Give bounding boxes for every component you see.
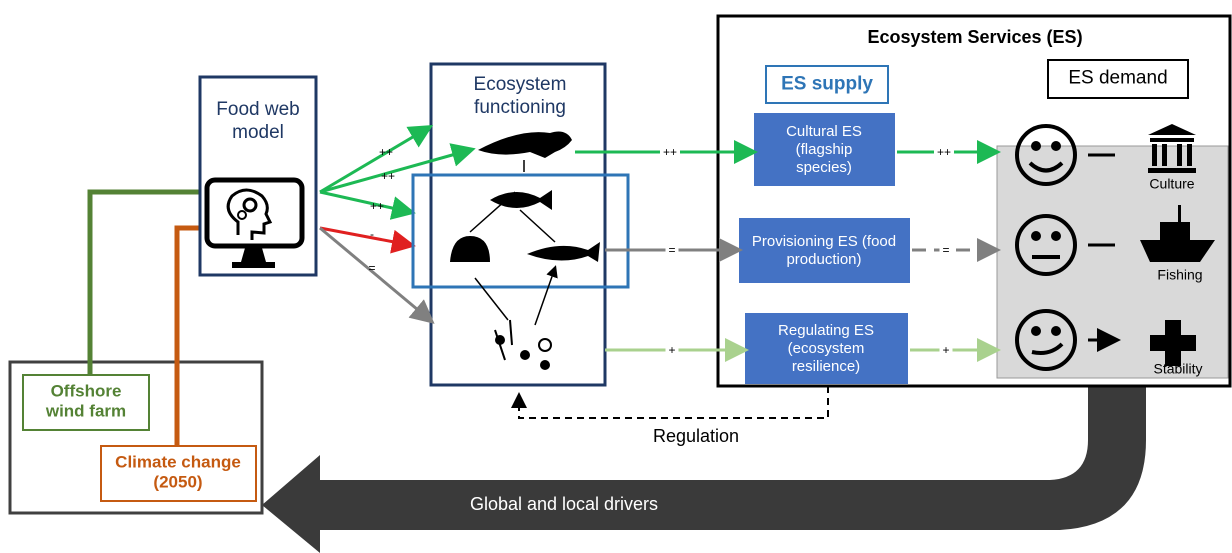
drivers-arrow-label: Global and local drivers: [470, 494, 658, 516]
demand-title: ES demand: [1068, 68, 1167, 91]
effect-label: =: [368, 261, 375, 275]
effect-label: ++: [381, 169, 395, 183]
effect-label: ++: [370, 199, 384, 213]
driver-label: Offshore wind farm: [31, 382, 141, 423]
functioning-title: Ecosystem functioning: [440, 74, 600, 120]
supply-label: Provisioning ES (food production): [744, 233, 904, 269]
effect-label: ++: [934, 145, 954, 159]
driver-label: Climate change (2050): [108, 453, 248, 494]
drivers-arrow: [262, 378, 1146, 553]
monitor-icon: [207, 180, 302, 246]
effect-label: ++: [660, 145, 680, 159]
effect-label: +: [665, 343, 678, 357]
regulation-label: Regulation: [653, 426, 739, 448]
effect-label: =: [939, 243, 952, 257]
demand-label: Stability: [1153, 361, 1202, 378]
plankton-icon: [520, 350, 530, 360]
regulation-arrow: [519, 386, 828, 418]
supply-title: ES supply: [781, 74, 873, 97]
demand-label: Fishing: [1157, 267, 1202, 284]
effect-label: =: [665, 243, 678, 257]
effect-label: ++: [379, 145, 393, 159]
effect-arrow: [320, 192, 410, 212]
plankton-icon: [540, 360, 550, 370]
effect-label: +: [939, 343, 952, 357]
supply-label: Cultural ES (flagship species): [769, 123, 879, 177]
model-title: Food web model: [208, 99, 308, 145]
es-title: Ecosystem Services (ES): [867, 27, 1082, 49]
effect-arrow: [320, 228, 410, 245]
diagram: Ecosystem Services (ES) ES supply ES dem…: [0, 0, 1232, 553]
supply-label: Regulating ES (ecosystem resilience): [756, 322, 896, 376]
effect-label: -: [370, 227, 374, 241]
demand-label: Culture: [1149, 176, 1194, 193]
